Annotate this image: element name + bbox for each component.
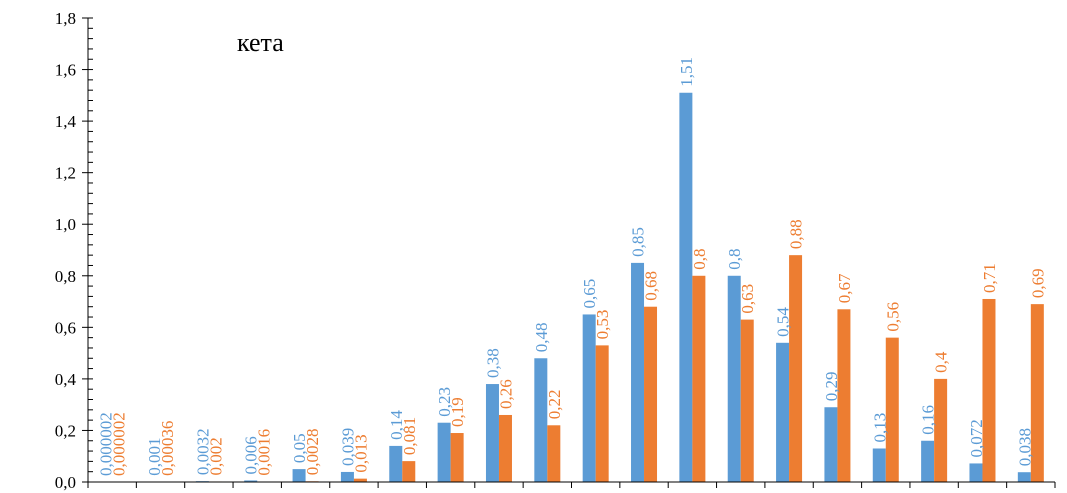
- data-label: 0,69: [1028, 268, 1047, 298]
- data-label: 0,038: [1015, 428, 1034, 466]
- data-label: 0,000002: [110, 412, 129, 476]
- y-tick-label: 1,2: [55, 164, 76, 183]
- bar: [244, 480, 258, 482]
- data-label: 0,081: [400, 417, 419, 455]
- bar: [789, 255, 803, 482]
- data-label: 0,65: [580, 279, 599, 309]
- bar: [921, 440, 935, 482]
- axes-layer: 0,0 0,2 0,4 0,6 0,8 1,0 1,2 1,4 1,6 1,8: [55, 9, 1056, 492]
- y-tick-label: 0,0: [55, 473, 76, 492]
- data-label: 0,013: [351, 434, 370, 472]
- bar: [340, 471, 354, 482]
- data-label: 0,4: [932, 351, 951, 373]
- data-label: 0,88: [787, 219, 806, 249]
- data-label: 0,072: [967, 419, 986, 457]
- bar: [437, 422, 451, 482]
- bar: [727, 275, 741, 482]
- bars-layer: [99, 92, 1044, 482]
- data-label: 0,67: [835, 273, 854, 303]
- data-label: 0,14: [387, 410, 406, 440]
- data-label: 0,000002: [97, 412, 116, 476]
- bar: [885, 337, 899, 482]
- data-label: 0,0016: [255, 429, 274, 476]
- bar: [595, 345, 609, 482]
- y-tick-label: 0,6: [55, 318, 76, 337]
- bar: [1017, 472, 1031, 482]
- data-label: 0,38: [483, 348, 502, 378]
- bar: [582, 314, 596, 482]
- bar: [485, 384, 499, 482]
- bar: [982, 298, 996, 482]
- bar: [547, 425, 561, 482]
- bar: [776, 342, 790, 482]
- data-label: 0,68: [642, 271, 661, 301]
- data-label: 0,26: [496, 379, 515, 409]
- data-label: 0,8: [725, 249, 744, 270]
- data-label: 0,22: [545, 390, 564, 420]
- data-label: 0,002: [206, 437, 225, 475]
- bar: [679, 92, 693, 482]
- bar: [450, 433, 464, 482]
- data-label: 0,8: [690, 249, 709, 270]
- bar: [692, 275, 706, 482]
- y-tick-label: 0,2: [55, 421, 76, 440]
- data-label: 0,63: [738, 284, 757, 314]
- bar: [934, 378, 948, 482]
- bar: [631, 262, 645, 482]
- bar: [824, 407, 838, 482]
- y-tick-label: 1,8: [55, 9, 76, 28]
- bar: [353, 478, 367, 482]
- chart-title: кета: [237, 28, 284, 57]
- bar: [534, 358, 548, 482]
- data-label: 0,0032: [193, 428, 212, 475]
- data-label: 1,51: [677, 57, 696, 87]
- bar: [1030, 304, 1044, 482]
- data-label: 0,13: [870, 413, 889, 443]
- bar: [872, 448, 886, 482]
- data-label: 0,48: [532, 323, 551, 353]
- data-label: 0,71: [980, 263, 999, 293]
- bar: [389, 445, 403, 482]
- bar: [740, 319, 754, 482]
- y-tick-label: 1,4: [55, 112, 77, 131]
- data-label: 0,05: [290, 433, 309, 463]
- bar: [292, 469, 306, 482]
- y-tick-label: 0,4: [55, 370, 77, 389]
- data-label: 0,29: [822, 371, 841, 401]
- data-label: 0,19: [448, 397, 467, 427]
- data-label: 0,00036: [158, 421, 177, 476]
- bar: [402, 461, 416, 482]
- y-tick-label: 1,6: [55, 61, 76, 80]
- data-label: 0,53: [593, 310, 612, 340]
- data-label: 0,56: [883, 302, 902, 332]
- bar: [644, 306, 658, 482]
- data-label: 0,0028: [303, 429, 322, 476]
- data-label: 0,23: [435, 387, 454, 417]
- data-labels-layer: 0,000002 0,001 0,0032 0,006 0,05 0,039 0,14 0,2…: [97, 57, 1048, 476]
- y-tick-label: 1,0: [55, 215, 76, 234]
- data-label: 0,039: [338, 428, 357, 466]
- y-tick-label: 0,8: [55, 267, 76, 286]
- bar: [498, 414, 512, 482]
- data-label: 0,16: [919, 405, 938, 435]
- data-label: 0,54: [774, 307, 793, 337]
- bar: [837, 309, 851, 482]
- bar: [969, 463, 983, 482]
- data-label: 0,001: [145, 437, 164, 475]
- data-label: 0,006: [242, 436, 261, 474]
- data-label: 0,85: [629, 227, 648, 257]
